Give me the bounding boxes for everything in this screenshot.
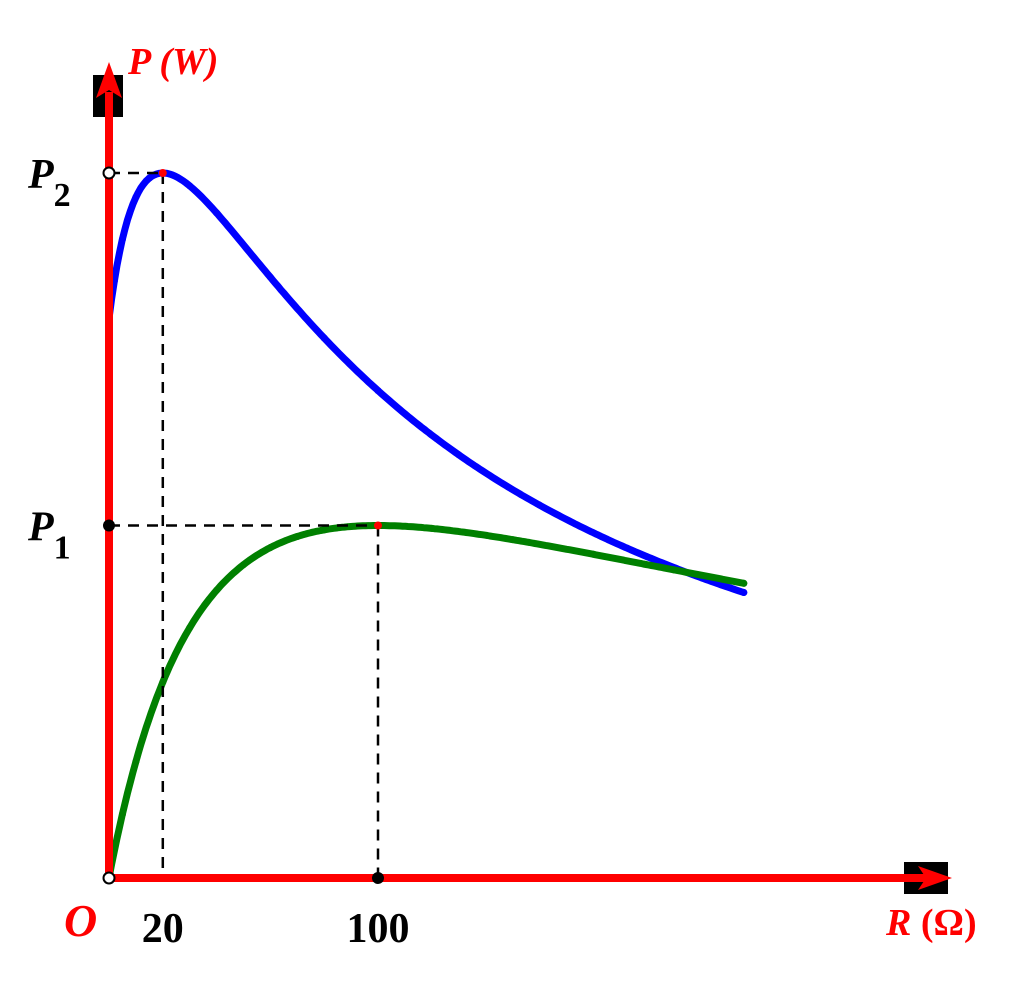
x-axis-arrow bbox=[918, 866, 952, 890]
series-lower-point-13 bbox=[509, 536, 516, 544]
series-upper-point-8 bbox=[266, 273, 274, 281]
series-lower-point-9 bbox=[320, 526, 328, 534]
series-upper-point-2 bbox=[119, 235, 126, 243]
series-upper-point-14 bbox=[740, 589, 748, 596]
series-lower-point-7 bbox=[266, 544, 274, 551]
series-lower-point-2 bbox=[132, 758, 140, 765]
series-upper-point-9 bbox=[320, 334, 328, 342]
y-axis-arrow bbox=[96, 62, 122, 98]
series-upper-point-10 bbox=[374, 387, 382, 395]
series-upper-point-13 bbox=[643, 553, 651, 561]
series-upper-point-3 bbox=[132, 193, 140, 201]
series-lower-line bbox=[105, 522, 748, 882]
x-tick-marker-100 bbox=[372, 872, 384, 884]
series-lower-point-12 bbox=[428, 524, 436, 532]
series-upper-point-7 bbox=[213, 209, 221, 217]
x-axis-label: R (Ω) bbox=[885, 902, 977, 944]
series-lower-point-15 bbox=[670, 566, 678, 574]
series-upper-point-4 bbox=[145, 174, 153, 182]
origin-marker bbox=[102, 871, 116, 885]
series-upper-point-11 bbox=[455, 451, 463, 459]
labels-layer: P (W) R (Ω) O 20 100 P1 P2 bbox=[27, 41, 977, 952]
series-lower-point-5 bbox=[213, 586, 221, 594]
y-axis-label: P (W) bbox=[127, 41, 218, 83]
series-upper-point-12 bbox=[535, 501, 543, 509]
peak-dot-lower bbox=[374, 521, 382, 530]
axes-layer bbox=[93, 62, 952, 894]
x-tick-label-100: 100 bbox=[347, 906, 410, 952]
y-tick-marker-P1 bbox=[103, 519, 115, 532]
series-lower-point-6 bbox=[240, 561, 247, 569]
origin-label: O bbox=[64, 895, 97, 946]
series-lower-point-4 bbox=[186, 624, 194, 632]
series-lower-point-14 bbox=[589, 550, 597, 558]
y-tick-label-P2: P2 bbox=[27, 152, 71, 214]
series-lower-point-3 bbox=[159, 678, 167, 686]
x-tick-label-20: 20 bbox=[142, 906, 184, 952]
series-lower-point-1 bbox=[119, 810, 126, 818]
series-lower-point-8 bbox=[293, 533, 301, 540]
series-lower-point-10 bbox=[347, 523, 355, 530]
y-tick-label-P1: P1 bbox=[27, 505, 71, 567]
series-upper-point-6 bbox=[186, 182, 194, 190]
series-lower-point-16 bbox=[740, 579, 748, 587]
curves-layer bbox=[105, 169, 748, 882]
peak-dot-upper bbox=[158, 169, 167, 177]
y-tick-marker-P2 bbox=[102, 166, 116, 180]
guides-layer bbox=[109, 169, 382, 878]
